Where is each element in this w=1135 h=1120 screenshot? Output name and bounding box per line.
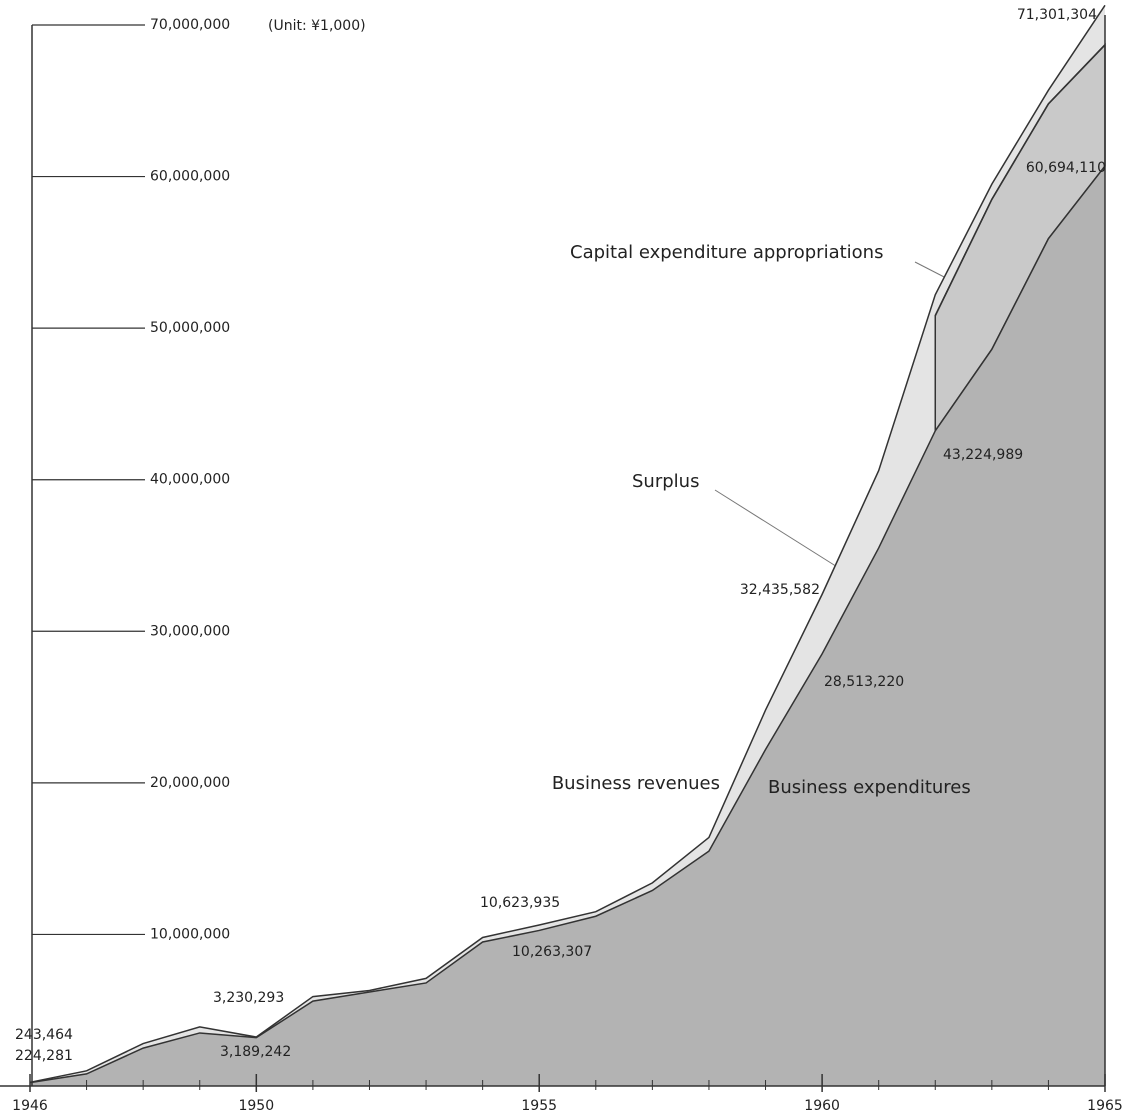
series-label: Capital expenditure appropriations bbox=[570, 242, 883, 263]
x-tick-label: 1946 bbox=[12, 1098, 48, 1114]
y-tick-label: 60,000,000 bbox=[150, 169, 230, 185]
value-label: 3,189,242 bbox=[220, 1044, 291, 1060]
x-tick-label: 1960 bbox=[804, 1098, 840, 1114]
series-line bbox=[29, 165, 1106, 1084]
value-label: 3,230,293 bbox=[213, 990, 284, 1006]
value-label: 10,263,307 bbox=[512, 944, 592, 960]
value-label: 43,224,989 bbox=[943, 447, 1023, 463]
x-tick-label: 1955 bbox=[521, 1098, 557, 1114]
value-label: 243,464 bbox=[15, 1027, 73, 1043]
value-label: 60,694,110 bbox=[1026, 160, 1106, 176]
annotation: Surplus bbox=[632, 471, 699, 492]
unit-note: (Unit: ¥1,000) bbox=[268, 18, 366, 34]
value-label: 28,513,220 bbox=[824, 674, 904, 690]
leader-line bbox=[714, 489, 851, 576]
value-label: 224,281 bbox=[15, 1048, 73, 1064]
y-tick-label: 20,000,000 bbox=[150, 775, 230, 791]
series-label: Business expenditures bbox=[768, 777, 971, 798]
value-label: 32,435,582 bbox=[740, 582, 820, 598]
x-tick-label: 1950 bbox=[238, 1098, 274, 1114]
y-tick-label: 70,000,000 bbox=[150, 17, 230, 33]
y-tick-label: 40,000,000 bbox=[150, 472, 230, 488]
series-label: Business revenues bbox=[552, 773, 720, 794]
value-label: 71,301,304 bbox=[1017, 7, 1097, 23]
series-line bbox=[29, 4, 1106, 1084]
x-tick-label: 1965 bbox=[1087, 1098, 1123, 1114]
y-tick-label: 10,000,000 bbox=[150, 926, 230, 942]
series-line bbox=[934, 44, 1106, 316]
expenditure-fill bbox=[30, 166, 1105, 1086]
y-tick-label: 50,000,000 bbox=[150, 320, 230, 336]
value-label: 10,623,935 bbox=[480, 895, 560, 911]
y-tick-label: 30,000,000 bbox=[150, 623, 230, 639]
